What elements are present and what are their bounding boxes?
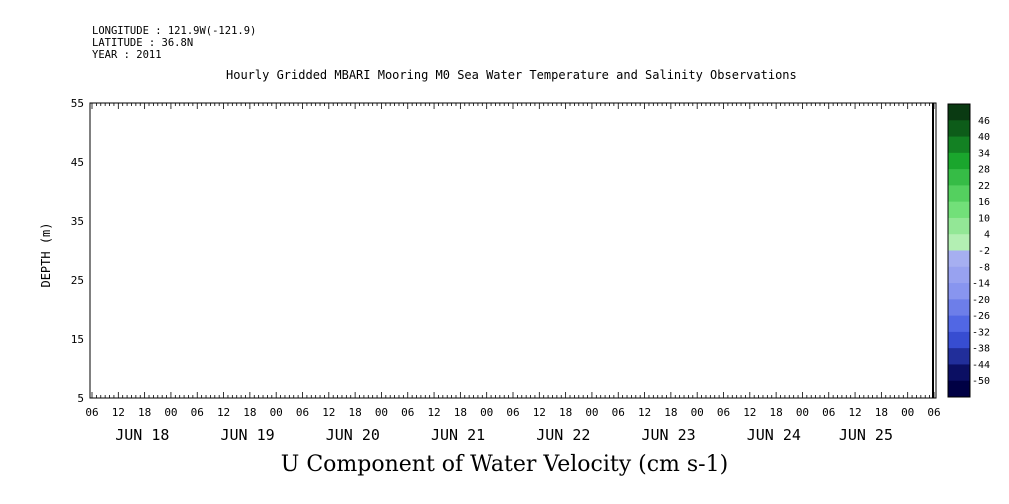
longitude-label: LONGITUDE : 121.9W(-121.9)	[92, 25, 257, 37]
x-axis-label: U Component of Water Velocity (cm s-1)	[280, 452, 729, 477]
chart-title: Hourly Gridded MBARI Mooring M0 Sea Wate…	[226, 68, 797, 82]
year-label: YEAR : 2011	[92, 49, 162, 61]
latitude-label: LATITUDE : 36.8N	[92, 37, 194, 49]
